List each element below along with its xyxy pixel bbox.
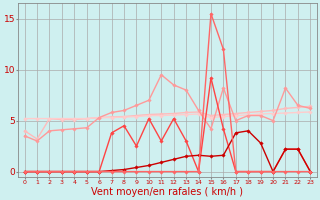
X-axis label: Vent moyen/en rafales ( km/h ): Vent moyen/en rafales ( km/h ) xyxy=(92,187,244,197)
